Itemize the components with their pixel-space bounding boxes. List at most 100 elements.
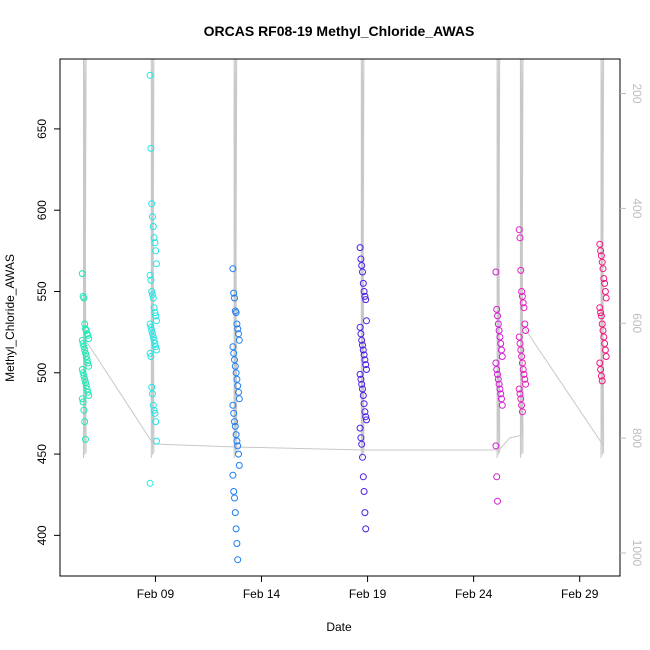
data-point (519, 299, 527, 307)
data-point (516, 234, 524, 242)
data-point (517, 266, 525, 274)
data-point (362, 525, 370, 533)
x-tick-label: Feb 19 (349, 587, 387, 601)
data-point (153, 317, 160, 325)
right-tick-label: 1000 (630, 540, 644, 567)
data-point (231, 422, 239, 430)
data-point (231, 509, 239, 517)
data-point (601, 340, 609, 347)
data-point (232, 431, 240, 439)
data-point (82, 327, 90, 334)
data-point (363, 416, 370, 424)
y-tick-label: 650 (35, 119, 49, 139)
data-point (147, 353, 155, 360)
data-point (357, 375, 365, 383)
data-point (149, 333, 157, 341)
data-point (362, 296, 370, 304)
data-point (231, 418, 238, 426)
data-point (233, 320, 241, 328)
data-point (359, 453, 366, 461)
data-point (359, 341, 366, 349)
data-point (515, 226, 523, 234)
data-point (497, 340, 505, 347)
data-point (229, 401, 237, 409)
data-point (230, 349, 238, 357)
data-point (360, 288, 368, 295)
data-point (517, 395, 525, 403)
data-point (515, 385, 523, 393)
data-point (230, 409, 238, 417)
chart-title: ORCAS RF08-19 Methyl_Chloride_AWAS (204, 23, 475, 39)
data-point (518, 288, 526, 295)
data-point (520, 370, 528, 378)
data-point (80, 406, 88, 414)
right-tick-label: 400 (630, 198, 644, 218)
data-point (359, 268, 366, 276)
data-point (493, 366, 501, 373)
data-point (149, 213, 156, 221)
data-point (84, 331, 92, 339)
data-point (361, 509, 369, 517)
y-tick-label: 450 (35, 444, 49, 464)
data-point (232, 525, 240, 533)
data-point (362, 413, 370, 421)
data-point (359, 385, 366, 393)
data-point (596, 359, 604, 367)
data-point (496, 385, 504, 393)
data-point (151, 340, 159, 347)
data-point (519, 366, 527, 373)
data-point (498, 401, 506, 409)
data-point (493, 305, 501, 313)
data-point (146, 349, 154, 357)
data-point (152, 247, 160, 255)
data-point (496, 333, 504, 341)
data-point (518, 359, 526, 367)
data-point (497, 390, 505, 398)
data-point (596, 240, 604, 248)
data-point (601, 346, 609, 354)
data-point (80, 343, 88, 351)
data-point (153, 437, 160, 445)
data-point (356, 370, 364, 378)
data-point (153, 346, 160, 354)
data-point (600, 333, 608, 341)
data-point (357, 330, 365, 338)
data-point (78, 270, 86, 278)
data-point (360, 351, 368, 359)
data-point (359, 279, 367, 287)
y-axis-label: Methyl_Chloride_AWAS (3, 254, 17, 382)
data-point (150, 234, 158, 242)
y-tick-label: 400 (35, 525, 49, 545)
data-point (495, 380, 503, 388)
data-point (597, 252, 605, 260)
data-point (151, 309, 159, 317)
data-point (598, 320, 606, 328)
data-point (85, 362, 93, 370)
data-point (358, 262, 366, 269)
x-axis: Feb 09 Feb 14 Feb 19 Feb 24 Feb 29 (137, 576, 599, 601)
data-point (150, 304, 158, 312)
data-point (602, 294, 610, 302)
data-point (149, 223, 157, 230)
data-point (518, 292, 526, 300)
data-point (521, 320, 529, 328)
y-tick-label: 550 (35, 281, 49, 301)
data-point (600, 275, 608, 282)
data-point (358, 440, 366, 448)
data-point (80, 372, 88, 380)
data-point (597, 312, 605, 320)
data-point (233, 540, 241, 547)
data-point (149, 291, 156, 299)
data-point (79, 398, 87, 406)
data-point (152, 312, 160, 320)
data-point (234, 325, 242, 333)
data-point (597, 309, 605, 317)
data-point (231, 356, 238, 364)
data-point (602, 353, 610, 360)
data-point (85, 335, 93, 343)
data-point (149, 390, 156, 398)
data-point (78, 336, 86, 344)
data-point (235, 450, 242, 458)
data-point (597, 366, 605, 373)
data-point (356, 424, 364, 432)
